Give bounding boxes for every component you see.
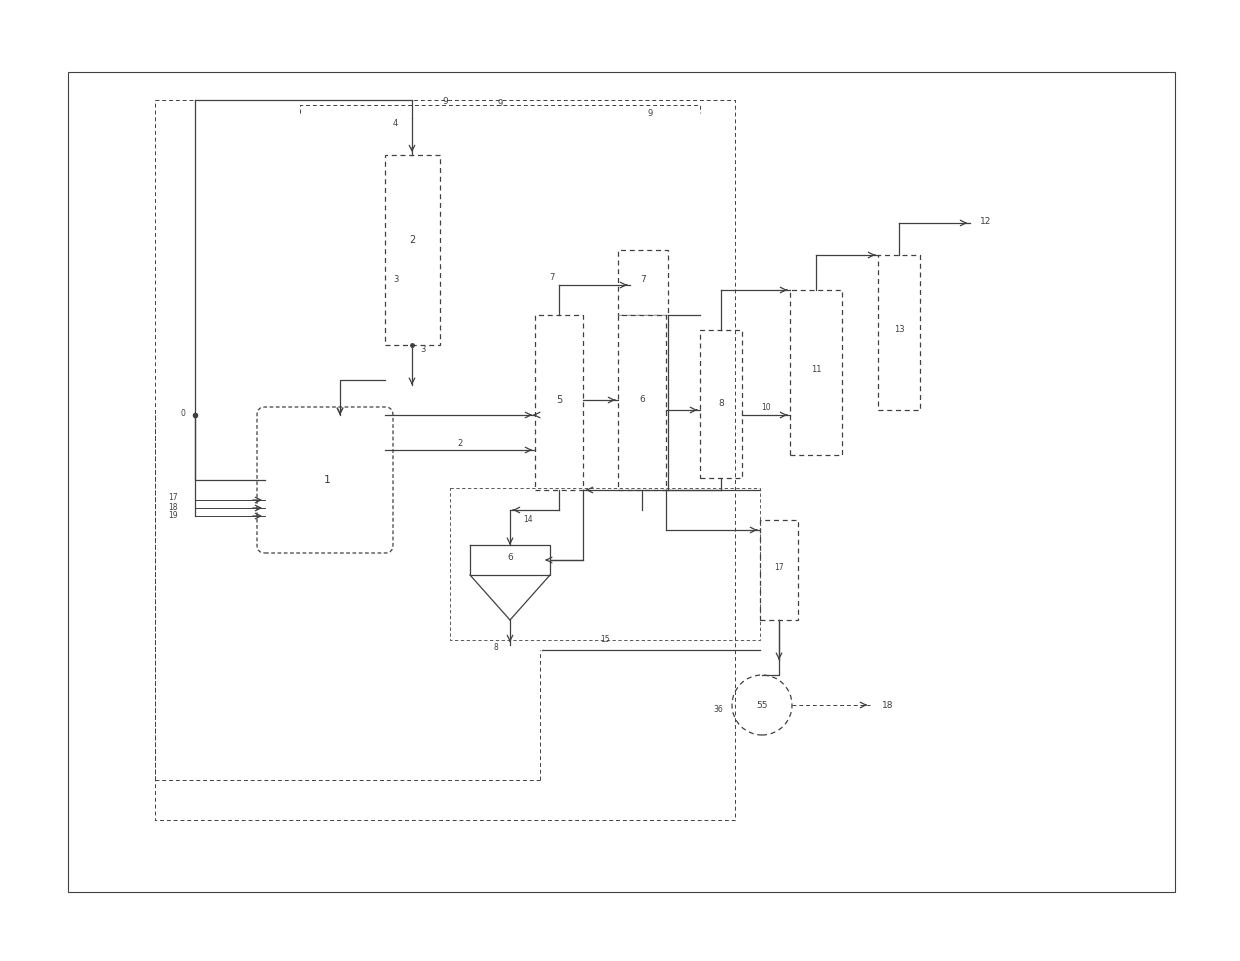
Bar	[384, 155, 440, 345]
Text: 8: 8	[718, 399, 724, 407]
Text: 14: 14	[523, 515, 533, 525]
Bar	[760, 520, 799, 620]
Text: 13: 13	[894, 326, 904, 334]
Bar	[68, 72, 1176, 892]
Text: 55: 55	[756, 701, 768, 709]
Text: 7: 7	[549, 274, 556, 283]
Text: 18: 18	[169, 504, 179, 512]
Text: 2: 2	[409, 235, 415, 245]
Text: 36: 36	[713, 705, 723, 714]
Bar	[701, 330, 742, 478]
Text: 9: 9	[443, 97, 448, 107]
Text: 17: 17	[774, 563, 784, 573]
Text: 19: 19	[169, 511, 179, 521]
Text: 6: 6	[507, 554, 513, 562]
Bar	[790, 290, 842, 455]
Text: 9: 9	[497, 98, 502, 108]
Text: 1: 1	[324, 475, 331, 485]
Text: 8: 8	[494, 643, 498, 652]
Text: 0: 0	[180, 408, 185, 417]
Bar	[878, 255, 920, 410]
Bar	[618, 315, 666, 490]
Text: 10: 10	[761, 404, 771, 412]
Text: 3: 3	[420, 346, 425, 355]
Text: 6: 6	[639, 396, 645, 405]
Text: 17: 17	[169, 494, 179, 503]
Bar	[618, 250, 668, 315]
Text: 7: 7	[640, 276, 646, 284]
Text: 4: 4	[392, 118, 398, 128]
Text: 3: 3	[393, 276, 399, 284]
FancyBboxPatch shape	[257, 407, 393, 553]
Bar	[534, 315, 583, 490]
Text: 12: 12	[980, 217, 991, 227]
Text: 15: 15	[600, 635, 610, 645]
Text: 5: 5	[556, 395, 562, 405]
Text: 2: 2	[458, 438, 463, 448]
Text: 9: 9	[647, 109, 652, 117]
Text: 11: 11	[811, 365, 821, 375]
Text: 18: 18	[882, 701, 894, 709]
